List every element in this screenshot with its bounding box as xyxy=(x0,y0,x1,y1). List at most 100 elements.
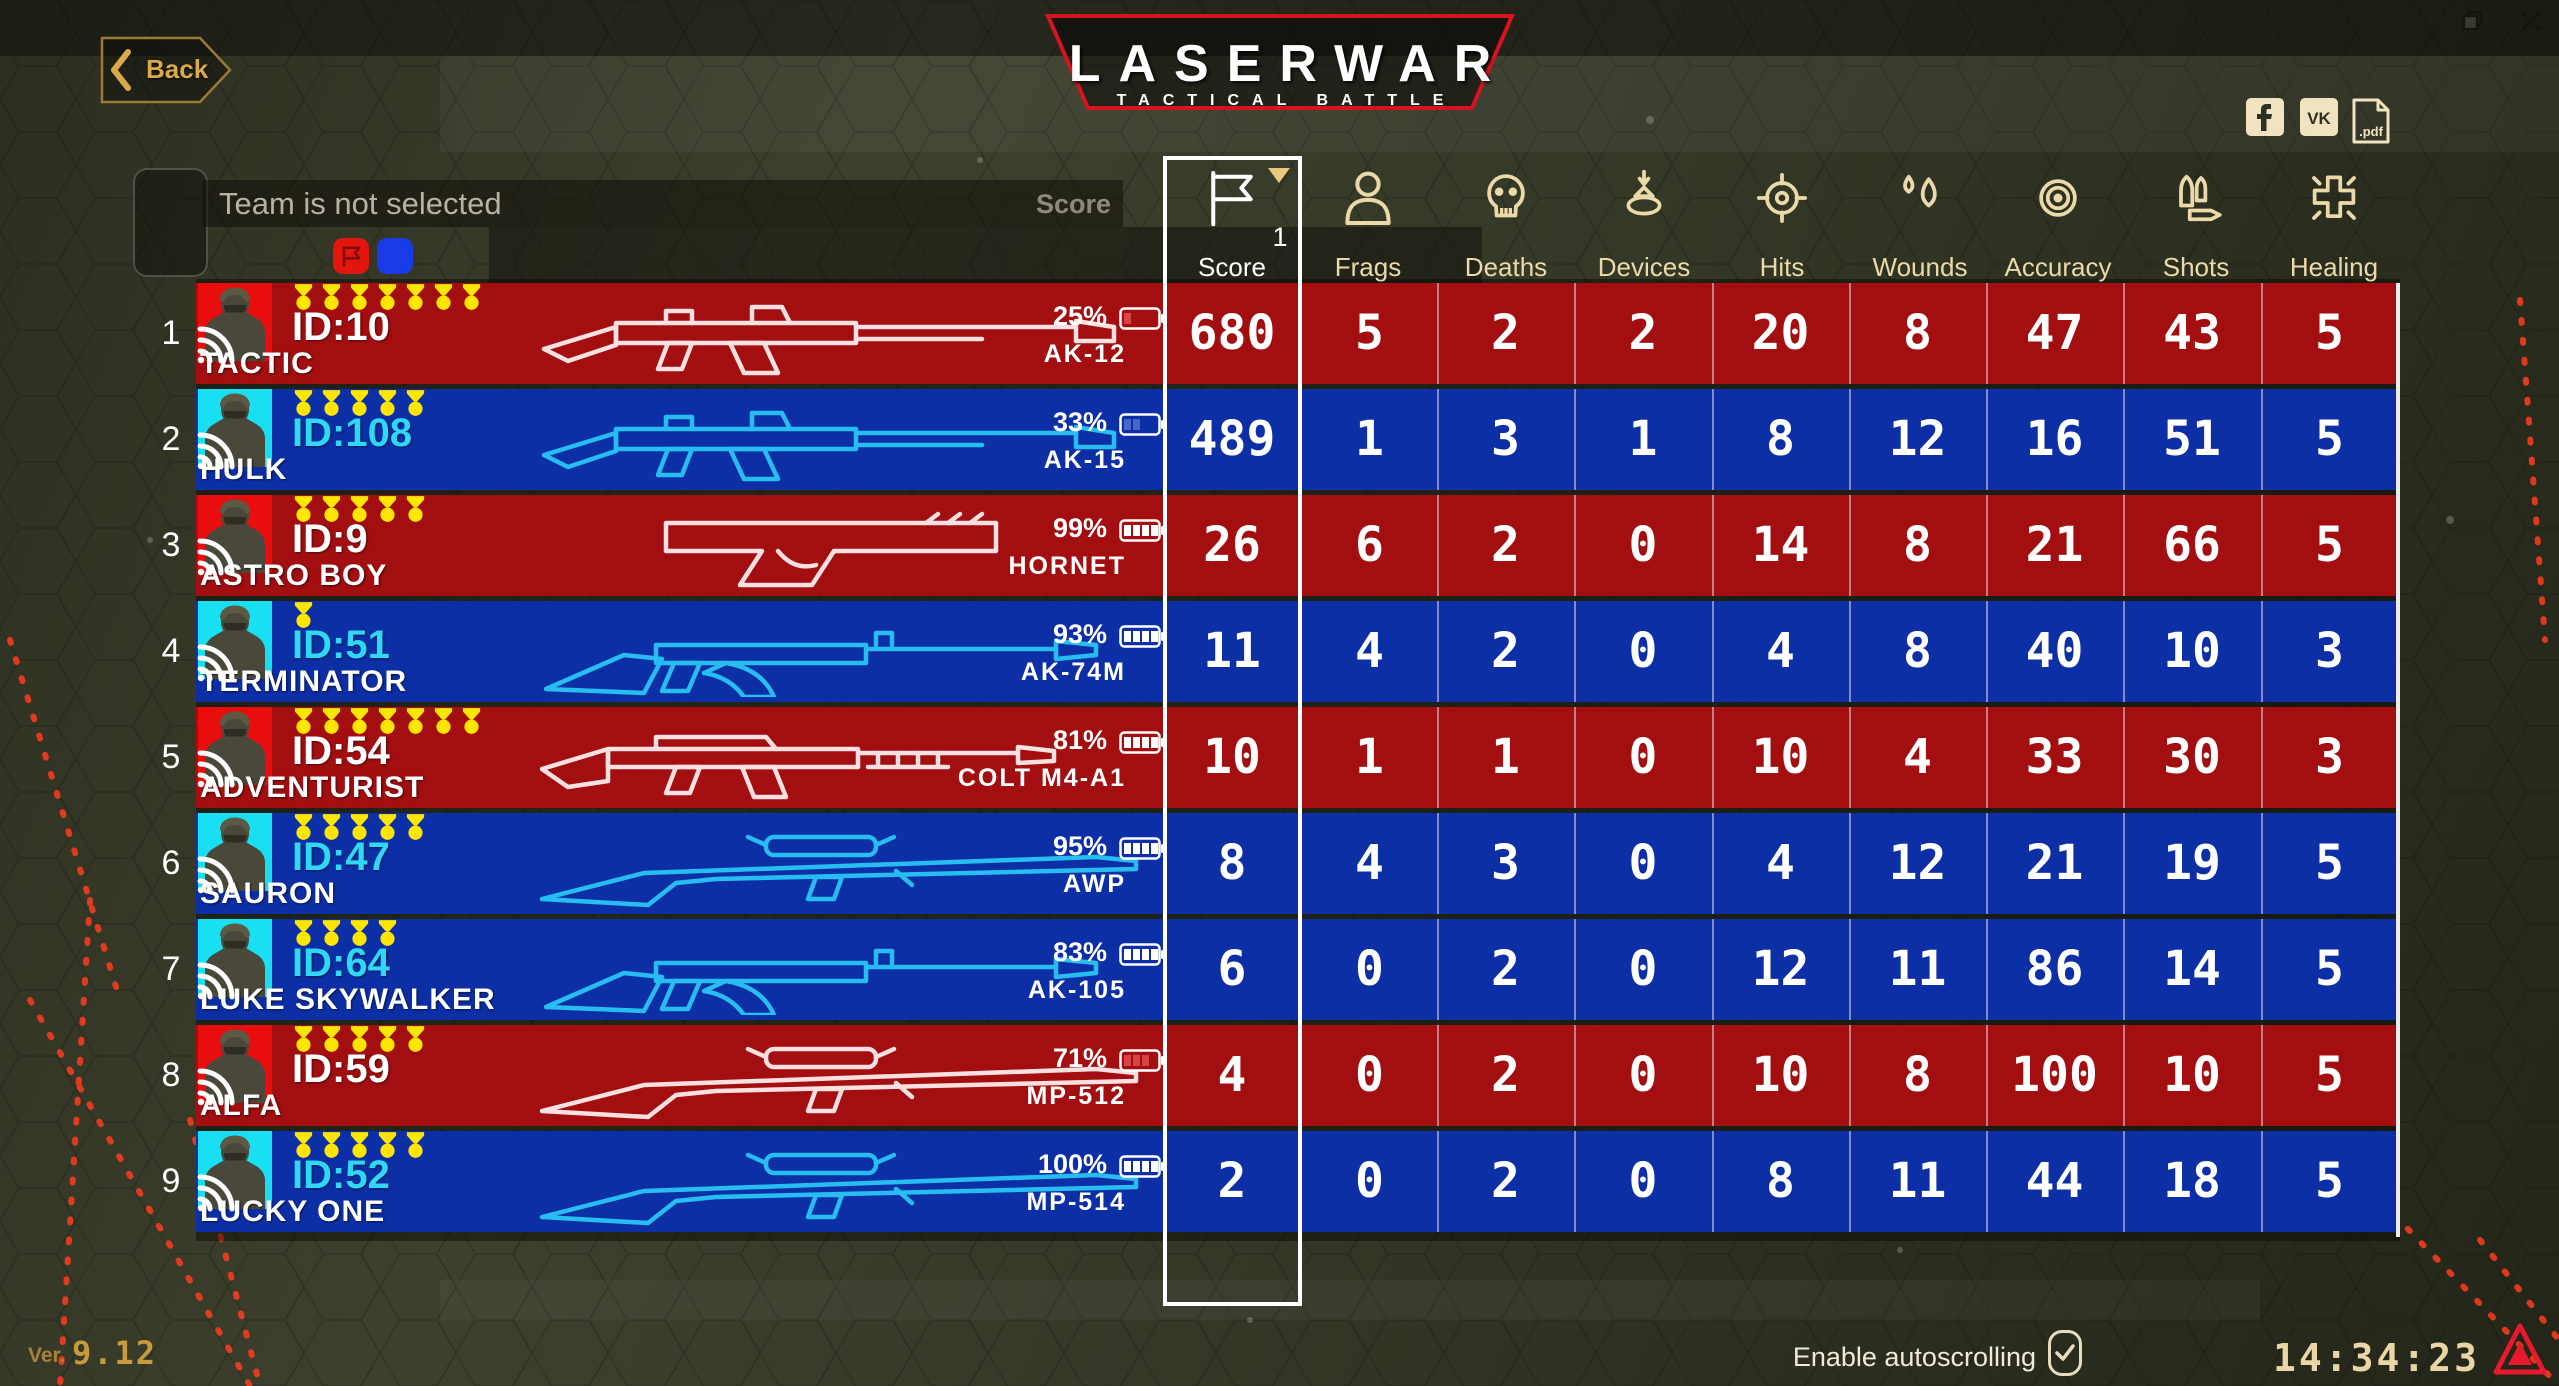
stat-cell-accuracy: 86 xyxy=(2025,941,2084,997)
stat-cell-deaths: 2 xyxy=(1491,517,1520,573)
player-name: ALFA xyxy=(200,1089,283,1122)
cell-divider xyxy=(1849,919,1851,1020)
player-row[interactable]: 1 ID:10 TACTIC 25% AK-12 680 5 2 2 20 8 47 43 5 xyxy=(150,283,2402,384)
vk-link[interactable]: VK xyxy=(2300,98,2340,142)
player-id: ID:47 xyxy=(292,835,390,879)
battery-icon xyxy=(1119,942,1166,974)
player-row[interactable]: 8 ID:59 ALFA 71% MP-512 4 0 2 0 10 8 100 10 5 xyxy=(150,1025,2402,1126)
stat-cell-deaths: 2 xyxy=(1491,1047,1520,1103)
checkmark-icon xyxy=(2055,1344,2075,1361)
battery-percent: 100% xyxy=(1037,1149,1107,1179)
player-bar-red: ID:54 ADVENTURIST 81% COLT M4-A1 10 1 1 0 10 4 33 3… xyxy=(196,707,2398,808)
stat-cell-frags: 4 xyxy=(1355,623,1384,679)
team-badge-blue[interactable] xyxy=(377,238,413,274)
cell-divider xyxy=(2261,813,2263,914)
column-label: Hits xyxy=(1759,252,1805,282)
cell-divider xyxy=(1574,495,1576,596)
stat-cell-shots: 43 xyxy=(2163,305,2221,361)
column-label: Accuracy xyxy=(2004,252,2112,282)
column-header-accuracy[interactable]: Accuracy xyxy=(1988,160,2128,283)
column-label: Wounds xyxy=(1872,252,1968,282)
vk-icon: VK xyxy=(2300,98,2338,140)
player-bar-blue: ID:108 HULK 33% AK-15 489 1 3 1 8 12 16 51 5 xyxy=(196,389,2398,490)
stat-cell-wounds: 12 xyxy=(1888,835,1947,891)
medal-icon xyxy=(376,390,399,417)
rank-label: 8 xyxy=(161,1056,181,1094)
medal-icon xyxy=(348,708,371,735)
battery-percent: 95% xyxy=(1052,831,1107,861)
stat-cell-deaths: 2 xyxy=(1491,623,1520,679)
rank-label: 4 xyxy=(161,632,181,670)
battery-percent: 25% xyxy=(1052,301,1107,331)
stat-cell-frags: 5 xyxy=(1355,305,1384,361)
window-restore-button[interactable] xyxy=(2460,8,2486,34)
battery-icon xyxy=(1119,518,1166,550)
facebook-icon xyxy=(2246,98,2284,140)
bullets-icon xyxy=(2126,160,2266,234)
team-select-bar[interactable]: Team is not selected Score xyxy=(203,180,1123,227)
column-label: Frags xyxy=(1334,252,1402,282)
cell-divider xyxy=(2123,601,2125,702)
player-row[interactable]: 5 ID:54 ADVENTURIST 81% COLT M4-A1 10 1 1 0 10 4 33… xyxy=(150,707,2402,808)
player-row[interactable]: 9 ID:52 LUCKY ONE 100% MP-514 2 0 2 0 8 11 44 18 5 xyxy=(150,1131,2402,1232)
column-header-score[interactable]: Score xyxy=(1162,160,1302,283)
weapon-graphic xyxy=(516,285,1176,377)
player-bar-blue: ID:47 SAURON 95% AWP 8 4 3 0 4 12 21 19 5 xyxy=(196,813,2398,914)
column-header-healing[interactable]: Healing xyxy=(2264,160,2404,283)
column-label: Shots xyxy=(2162,252,2230,282)
back-button[interactable]: Back xyxy=(100,36,232,104)
medal-strip xyxy=(292,920,399,947)
player-id: ID:52 xyxy=(292,1153,390,1197)
medal-strip xyxy=(292,1026,427,1053)
medal-icon xyxy=(348,814,371,841)
column-header-deaths[interactable]: Deaths xyxy=(1436,160,1576,283)
team-avatar-slot[interactable] xyxy=(133,168,208,277)
signal-icon xyxy=(192,847,244,899)
cell-divider xyxy=(1437,389,1439,490)
close-icon xyxy=(2518,11,2544,38)
player-id: ID:64 xyxy=(292,941,390,985)
stat-cell-score: 11 xyxy=(1203,623,1261,679)
stat-cell-score: 6 xyxy=(1217,941,1247,997)
stat-cell-healing: 3 xyxy=(2315,729,2344,785)
player-bar-blue: ID:52 LUCKY ONE 100% MP-514 2 0 2 0 8 11 44 18 5 xyxy=(196,1131,2398,1232)
column-header-wounds[interactable]: Wounds xyxy=(1850,160,1990,283)
cell-divider xyxy=(2261,707,2263,808)
autoscroll-checkbox[interactable] xyxy=(2048,1330,2082,1376)
player-id: ID:9 xyxy=(292,517,368,561)
laserwar-triangle-icon xyxy=(2492,1322,2548,1380)
column-header-hits[interactable]: Hits xyxy=(1712,160,1852,283)
medal-strip xyxy=(292,814,427,841)
chevron-left-icon xyxy=(111,49,131,91)
window-close-button[interactable] xyxy=(2518,8,2544,34)
player-row[interactable]: 7 ID:64 LUKE SKYWALKER 83% AK-105 6 0 2 0 12 11 86 1… xyxy=(150,919,2402,1020)
player-name: HULK xyxy=(200,453,288,486)
player-row[interactable]: 2 ID:108 HULK 33% AK-15 489 1 3 1 8 12 16 51 5 xyxy=(150,389,2402,490)
stat-cell-devices: 0 xyxy=(1628,1047,1658,1103)
column-header-devices[interactable]: Devices xyxy=(1574,160,1714,283)
player-id: ID:10 xyxy=(292,305,390,349)
svg-text:VK: VK xyxy=(2307,109,2331,128)
player-row[interactable]: 3 ID:9 ASTRO BOY 99% HORNET 26 6 2 0 14 8 21 66 5 xyxy=(150,495,2402,596)
team-badge-red[interactable] xyxy=(333,238,369,274)
player-name: SAURON xyxy=(200,877,337,910)
column-header-shots[interactable]: Shots xyxy=(2126,160,2266,283)
battery-icon xyxy=(1119,306,1166,338)
player-row[interactable]: 4 ID:51 TERMINATOR 93% AK-74M 11 4 2 0 4 8 40 10 3 xyxy=(150,601,2402,702)
facebook-link[interactable] xyxy=(2246,98,2286,142)
table-right-edge xyxy=(2396,283,2400,1237)
weapon-name: COLT M4-A1 xyxy=(957,764,1126,792)
medal-strip xyxy=(292,602,315,629)
stat-cell-accuracy: 16 xyxy=(2025,411,2084,467)
pdf-link[interactable]: .pdf xyxy=(2350,98,2390,144)
rank-label: 5 xyxy=(161,738,181,776)
column-header-frags[interactable]: Frags xyxy=(1298,160,1438,283)
back-button-label: Back xyxy=(146,54,209,84)
player-name: LUKE SKYWALKER xyxy=(200,983,496,1016)
sort-arrow-icon[interactable] xyxy=(1268,168,1290,183)
medal-strip xyxy=(292,390,427,417)
player-row[interactable]: 6 ID:47 SAURON 95% AWP 8 4 3 0 4 12 21 19 5 xyxy=(150,813,2402,914)
cell-divider xyxy=(1986,707,1988,808)
stat-cell-hits: 4 xyxy=(1766,835,1795,891)
cell-divider xyxy=(1849,1131,1851,1232)
